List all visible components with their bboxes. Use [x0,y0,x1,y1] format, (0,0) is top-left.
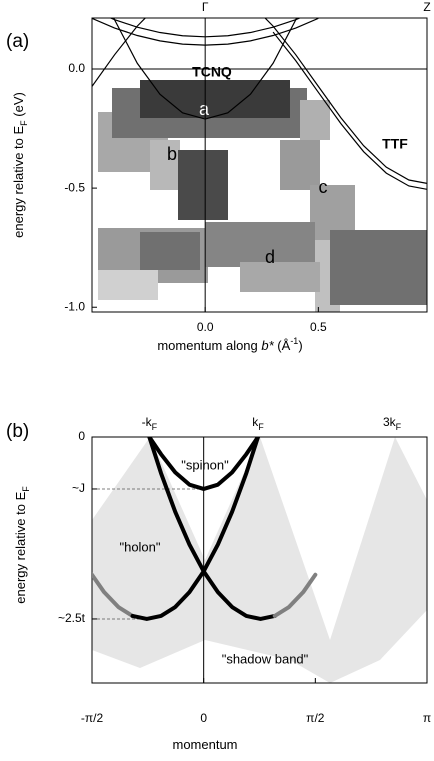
top-tick-label: -kF [142,415,158,432]
continuum-shading [92,437,427,683]
intensity-patch [178,150,228,220]
intensity-patch [140,80,290,118]
label-part: k [252,415,259,429]
label-part: energy relative to E [11,126,26,238]
top-tick-label: Γ [202,0,209,14]
x-tick-label: -π/2 [81,711,104,725]
panel-label: (a) [6,31,29,52]
intensity-patch [330,230,427,305]
label-part: Z [423,0,430,14]
y-tick-label: ~J [72,481,85,495]
label-part: Γ [202,0,209,14]
label-part: momentum [172,737,237,752]
label-part: F [19,120,29,126]
label-part: F [152,422,158,432]
annotation: "holon" [119,539,160,554]
top-tick-label: 3kF [383,415,402,432]
intensity-patch [140,232,200,270]
y-tick-label: -1.0 [64,299,85,313]
band-curve [109,18,302,38]
y-tick-label: ~2.5t [58,611,86,625]
intensity-patch [300,100,330,140]
band-curve [272,572,318,618]
annotation: a [199,99,210,119]
label-part: (Å [274,338,291,353]
label-part: F [21,486,31,492]
label-part: (eV) [11,92,26,120]
annotation: b [167,144,177,164]
y-tick-label: -0.5 [64,180,85,194]
band-curve [147,437,277,621]
band-curve [92,572,135,618]
y-axis-label: energy relative to EF [13,486,31,604]
annotation: c [319,177,328,197]
intensity-patch [150,140,180,190]
curves [92,18,427,190]
band-curve [147,437,260,491]
label-part: b* [261,338,274,353]
x-tick-label: π/2 [306,711,325,725]
label-part: -k [142,415,153,429]
label-part: ) [298,338,302,353]
top-tick-label: Z [423,0,430,14]
label-part: F [396,422,402,432]
intensity-patch [98,270,158,300]
band-curve [130,437,260,621]
band-curve [272,31,427,190]
y-tick-label: 0.0 [68,61,85,75]
intensity-patch [240,262,320,292]
x-tick-label: 0.5 [310,320,327,334]
y-tick-label: 0 [78,429,85,443]
x-tick-label: π [423,711,431,725]
intensity-patch [205,222,315,267]
label-part: F [258,422,264,432]
annotation: TTF [382,136,408,152]
annotation: "shadow band" [222,651,309,666]
annotation: d [265,247,275,267]
band-curve [92,18,319,46]
label-part: 3k [383,415,397,429]
band-curve [92,18,427,184]
annotation: "spinon" [181,457,229,472]
y-axis-label: energy relative to EF (eV) [11,92,29,238]
intensity-patch [280,140,320,190]
label-part: energy relative to E [13,491,28,603]
x-tick-label: 0.0 [197,320,214,334]
plot-frame [91,17,428,313]
label-part: momentum along [157,338,261,353]
x-tick-label: 0 [200,711,207,725]
label-part: -1 [290,336,298,346]
annotation: TCNQ [192,64,232,80]
x-axis-label: momentum along b* (Å-1) [157,336,302,353]
panel-label: (b) [6,421,29,442]
intensity-map [98,80,427,312]
curves [92,437,318,621]
band-curve [113,18,298,120]
x-axis-label: momentum [172,737,237,752]
top-tick-label: kF [252,415,264,432]
